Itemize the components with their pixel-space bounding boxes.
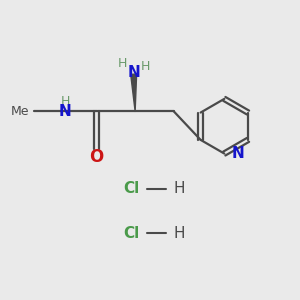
Text: H: H (118, 57, 127, 70)
Text: H: H (173, 226, 185, 241)
Text: N: N (59, 104, 72, 119)
Text: O: O (89, 148, 103, 166)
Text: N: N (127, 65, 140, 80)
Text: Me: Me (11, 105, 30, 118)
Text: Cl: Cl (123, 181, 140, 196)
Text: H: H (61, 95, 70, 108)
Text: N: N (232, 146, 244, 161)
Text: H: H (141, 60, 150, 73)
Text: H: H (173, 181, 185, 196)
Polygon shape (131, 74, 137, 111)
Text: Cl: Cl (123, 226, 140, 241)
